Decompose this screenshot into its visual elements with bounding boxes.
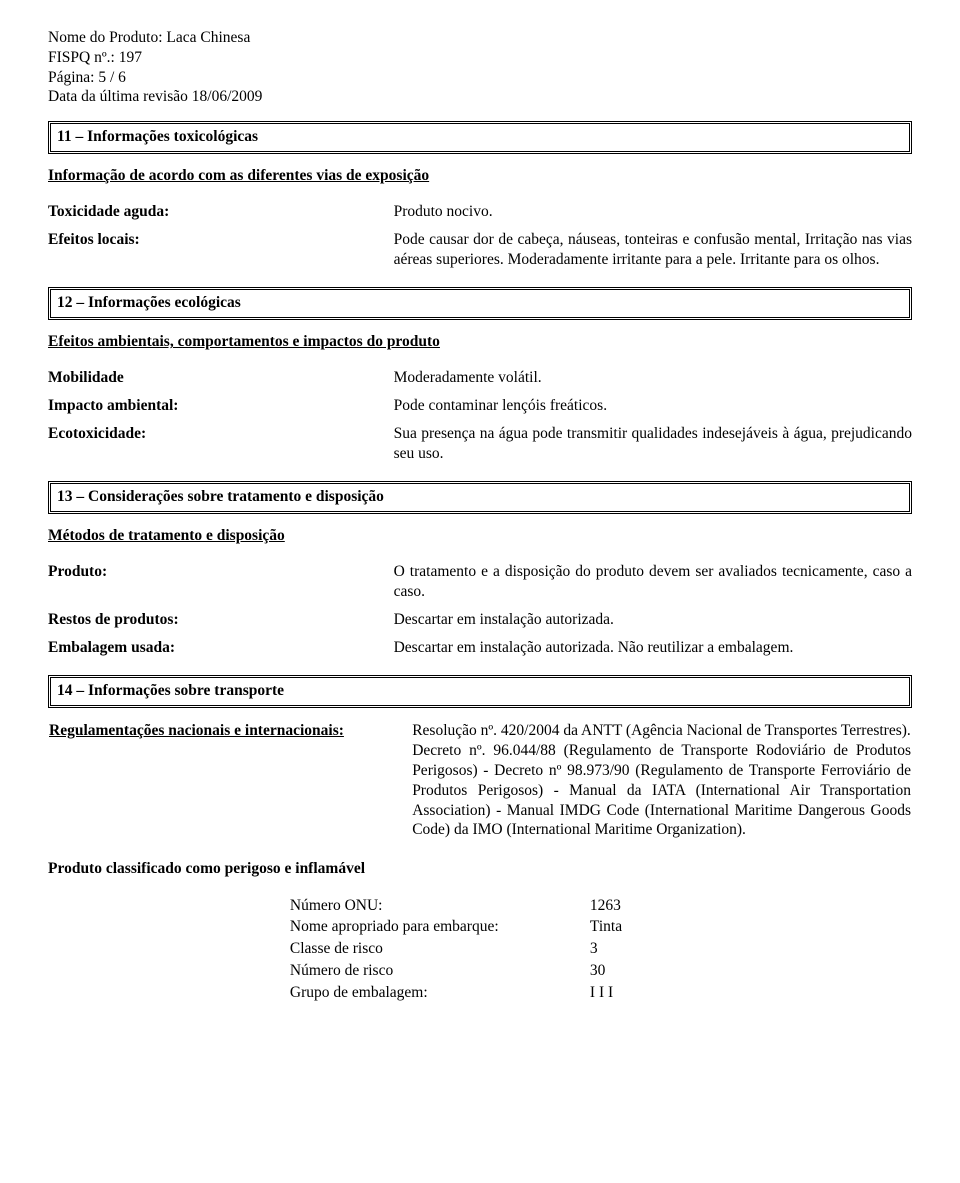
header-fispq-value: 197 xyxy=(119,49,142,66)
local-effects-value: Pode causar dor de cabeça, náuseas, tont… xyxy=(394,226,912,274)
product-residues-value: Descartar em instalação autorizada. xyxy=(394,606,912,634)
table-row: Nome apropriado para embarque:Tinta xyxy=(290,916,622,938)
transport-field-value: 1263 xyxy=(590,895,622,917)
section-13-title: 13 – Considerações sobre tratamento e di… xyxy=(57,487,903,507)
transport-field-label: Número de risco xyxy=(290,960,590,982)
transport-field-value: I I I xyxy=(590,982,622,1004)
header-product-name-value: Laca Chinesa xyxy=(166,29,250,46)
hazard-classification-line: Produto classificado como perigoso e inf… xyxy=(48,859,912,879)
regulations-table: Regulamentações nacionais e internaciona… xyxy=(48,720,912,841)
used-packaging-label: Embalagem usada: xyxy=(48,634,394,662)
transport-field-value: 3 xyxy=(590,938,622,960)
table-row: Embalagem usada: Descartar em instalação… xyxy=(48,634,912,662)
used-packaging-value: Descartar em instalação autorizada. Não … xyxy=(394,634,912,662)
ecotoxicity-label: Ecotoxicidade: xyxy=(48,420,394,468)
table-row: Efeitos locais: Pode causar dor de cabeç… xyxy=(48,226,912,274)
header-revision-value: 18/06/2009 xyxy=(192,88,263,105)
regulations-paragraph: Resolução nº. 420/2004 da ANTT (Agência … xyxy=(412,722,911,739)
ecotoxicity-value: Sua presença na água pode transmitir qua… xyxy=(394,420,912,468)
transport-field-value: 30 xyxy=(590,960,622,982)
table-row: Toxicidade aguda: Produto nocivo. xyxy=(48,198,912,226)
header-revision: Data da última revisão 18/06/2009 xyxy=(48,87,912,107)
section-11-title: 11 – Informações toxicológicas xyxy=(57,127,903,147)
header-page-value: 5 / 6 xyxy=(98,69,126,86)
table-row: Produto: O tratamento e a disposição do … xyxy=(48,558,912,606)
regulations-paragraph: Decreto nº. 96.044/88 (Regulamento de Tr… xyxy=(412,742,911,838)
section-12-title-box: 12 – Informações ecológicas xyxy=(48,287,912,320)
section-11-subheading: Informação de acordo com as diferentes v… xyxy=(48,166,912,186)
env-impact-label: Impacto ambiental: xyxy=(48,392,394,420)
table-row: Ecotoxicidade: Sua presença na água pode… xyxy=(48,420,912,468)
header-product-name-label: Nome do Produto: xyxy=(48,29,163,46)
toxicity-acute-label: Toxicidade aguda: xyxy=(48,198,394,226)
table-row: Impacto ambiental: Pode contaminar lençó… xyxy=(48,392,912,420)
product-treatment-label: Produto: xyxy=(48,558,394,606)
table-row: Número de risco30 xyxy=(290,960,622,982)
transport-field-label: Nome apropriado para embarque: xyxy=(290,916,590,938)
transport-field-value: Tinta xyxy=(590,916,622,938)
header-fispq: FISPQ nº.: 197 xyxy=(48,48,912,68)
local-effects-label: Efeitos locais: xyxy=(48,226,394,274)
section-13-title-box: 13 – Considerações sobre tratamento e di… xyxy=(48,481,912,514)
regulations-value: Resolução nº. 420/2004 da ANTT (Agência … xyxy=(411,720,912,841)
header-revision-label: Data da última revisão xyxy=(48,88,188,105)
transport-field-label: Classe de risco xyxy=(290,938,590,960)
env-impact-value: Pode contaminar lençóis freáticos. xyxy=(394,392,912,420)
section-11-table: Toxicidade aguda: Produto nocivo. Efeito… xyxy=(48,198,912,273)
section-14-title-box: 14 – Informações sobre transporte xyxy=(48,675,912,708)
mobility-value: Moderadamente volátil. xyxy=(394,364,912,392)
section-11-title-box: 11 – Informações toxicológicas xyxy=(48,121,912,154)
transport-field-label: Grupo de embalagem: xyxy=(290,982,590,1004)
header-fispq-label: FISPQ nº.: xyxy=(48,49,115,66)
table-row: Restos de produtos: Descartar em instala… xyxy=(48,606,912,634)
header-page: Página: 5 / 6 xyxy=(48,68,912,88)
regulations-label: Regulamentações nacionais e internaciona… xyxy=(48,720,411,841)
toxicity-acute-value: Produto nocivo. xyxy=(394,198,912,226)
table-row: Mobilidade Moderadamente volátil. xyxy=(48,364,912,392)
table-row: Grupo de embalagem:I I I xyxy=(290,982,622,1004)
section-12-subheading: Efeitos ambientais, comportamentos e imp… xyxy=(48,332,912,352)
product-treatment-value: O tratamento e a disposição do produto d… xyxy=(394,558,912,606)
section-12-table: Mobilidade Moderadamente volátil. Impact… xyxy=(48,364,912,467)
header-product-name: Nome do Produto: Laca Chinesa xyxy=(48,28,912,48)
transport-field-label: Número ONU: xyxy=(290,895,590,917)
section-14-title: 14 – Informações sobre transporte xyxy=(57,681,903,701)
section-13-table: Produto: O tratamento e a disposição do … xyxy=(48,558,912,661)
header-page-label: Página: xyxy=(48,69,95,86)
page: Nome do Produto: Laca Chinesa FISPQ nº.:… xyxy=(0,0,960,1036)
transport-values-table: Número ONU:1263Nome apropriado para emba… xyxy=(290,895,622,1004)
section-13-subheading: Métodos de tratamento e disposição xyxy=(48,526,912,546)
transport-values: Número ONU:1263Nome apropriado para emba… xyxy=(290,895,912,1004)
product-residues-label: Restos de produtos: xyxy=(48,606,394,634)
table-row: Regulamentações nacionais e internaciona… xyxy=(48,720,912,841)
section-12-title: 12 – Informações ecológicas xyxy=(57,293,903,313)
table-row: Classe de risco3 xyxy=(290,938,622,960)
mobility-label: Mobilidade xyxy=(48,364,394,392)
table-row: Número ONU:1263 xyxy=(290,895,622,917)
